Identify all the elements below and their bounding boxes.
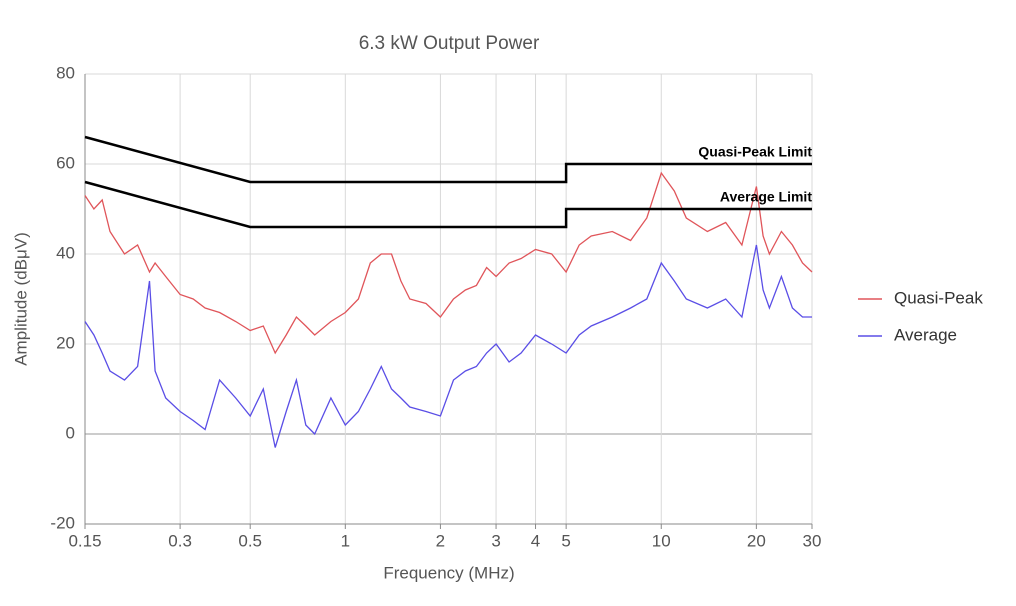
x-tick-label: 3: [491, 531, 500, 550]
y-tick-label: 0: [66, 423, 75, 442]
limit-annotation: Average Limit: [720, 189, 812, 205]
limit-line: [84, 135, 812, 184]
y-tick-label: 20: [56, 333, 75, 352]
limit-annotation: Quasi-Peak Limit: [698, 144, 812, 160]
x-tick-label: 0.5: [238, 531, 262, 550]
y-tick-label: 60: [56, 153, 75, 172]
x-tick-label: 5: [561, 531, 570, 550]
x-tick-label: 20: [747, 531, 766, 550]
data-line: [84, 171, 813, 355]
legend-label: Quasi-Peak: [894, 288, 983, 307]
x-tick-label: 2: [436, 531, 445, 550]
x-tick-label: 10: [652, 531, 671, 550]
y-tick-label: 40: [56, 243, 75, 262]
y-tick-label: 80: [56, 63, 75, 82]
chart-title: 6.3 kW Output Power: [359, 33, 540, 54]
limit-line: [84, 180, 812, 229]
y-axis-label: Amplitude (dBμV): [11, 232, 30, 366]
x-tick-label: 1: [341, 531, 350, 550]
legend-label: Average: [894, 325, 957, 344]
data-line: [84, 244, 812, 448]
x-tick-label: 0.3: [168, 531, 192, 550]
x-tick-label: 0.15: [68, 531, 101, 550]
x-tick-label: 30: [803, 531, 822, 550]
x-axis-label: Frequency (MHz): [383, 563, 514, 582]
x-tick-label: 4: [531, 531, 540, 550]
y-tick-label: -20: [50, 513, 75, 532]
